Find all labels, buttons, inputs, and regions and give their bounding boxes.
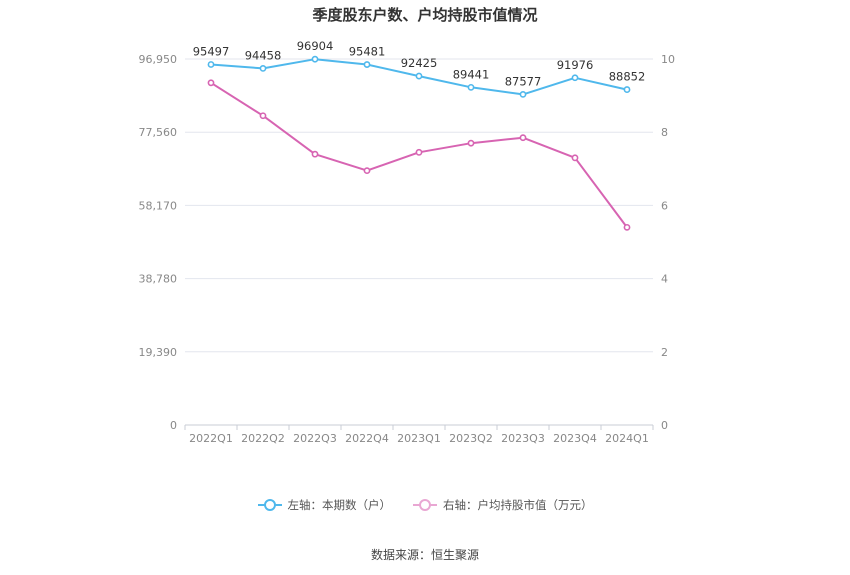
data-label-left: 92425 — [401, 56, 438, 70]
chart-title: 季度股东户数、户均持股市值情况 — [312, 6, 538, 24]
right-axis-tick-label: 0 — [661, 419, 668, 432]
data-label-left: 89441 — [453, 67, 490, 81]
data-label-left: 95497 — [193, 44, 230, 58]
data-point-right — [467, 139, 475, 147]
right-axis-tick-label: 6 — [661, 199, 668, 212]
data-label-left: 94458 — [245, 48, 282, 62]
right-axis-tick-label: 4 — [661, 273, 668, 286]
data-point-right — [259, 112, 267, 120]
data-point-right — [311, 150, 319, 158]
data-point-right — [207, 79, 215, 87]
legend-label-left: 左轴：本期数（户） — [287, 498, 392, 512]
data-point-left — [415, 72, 423, 80]
data-point-left — [467, 83, 475, 91]
data-point-left — [519, 90, 527, 98]
data-label-left: 96904 — [297, 39, 334, 53]
data-point-right — [363, 167, 371, 175]
left-axis-tick-label: 58,170 — [139, 199, 178, 212]
data-label-left: 87577 — [505, 74, 542, 88]
legend-item-left[interactable]: 左轴：本期数（户） — [257, 497, 392, 513]
data-point-left — [259, 65, 267, 72]
data-point-left — [571, 74, 579, 82]
x-axis-tick-label: 2022Q3 — [293, 432, 337, 445]
x-axis-tick-label: 2023Q1 — [397, 432, 441, 445]
x-axis-tick-label: 2022Q4 — [345, 432, 389, 445]
data-label-left: 91976 — [557, 58, 594, 72]
right-axis-tick-label: 2 — [661, 346, 668, 359]
data-label-left: 95481 — [349, 45, 386, 59]
x-axis-tick-label: 2023Q4 — [553, 432, 597, 445]
legend-marker-left-icon — [257, 499, 282, 511]
x-axis-tick-label: 2023Q2 — [449, 432, 493, 445]
right-axis-tick-label: 10 — [661, 53, 675, 66]
data-point-right — [571, 154, 579, 162]
x-axis-tick-label: 2024Q1 — [605, 432, 649, 445]
data-point-left — [207, 61, 215, 68]
x-axis-tick-label: 2022Q1 — [189, 432, 233, 445]
data-source: 数据来源：恒生聚源 — [370, 548, 479, 562]
right-axis-tick-label: 8 — [661, 126, 668, 139]
data-point-left — [311, 55, 319, 63]
left-axis-tick-label: 19,390 — [139, 346, 178, 359]
left-axis-tick-label: 0 — [170, 419, 177, 432]
legend-marker-right-icon — [413, 499, 437, 511]
data-point-left — [623, 86, 631, 93]
data-point-right — [519, 134, 527, 142]
left-axis-tick-label: 96,950 — [139, 53, 178, 66]
data-point-left — [363, 61, 371, 68]
left-axis-tick-label: 38,780 — [139, 273, 178, 286]
data-point-right — [415, 148, 423, 156]
legend-label-right: 右轴：户均持股市值（万元） — [443, 498, 593, 512]
left-axis-tick-label: 77,560 — [139, 126, 178, 139]
data-point-right — [623, 223, 631, 231]
legend: 左轴：本期数（户） 右轴：户均持股市值（万元） — [0, 497, 850, 513]
data-label-left: 88852 — [609, 70, 646, 84]
x-axis-tick-label: 2023Q3 — [501, 432, 545, 445]
x-axis-tick-label: 2022Q2 — [241, 432, 285, 445]
legend-item-right[interactable]: 右轴：户均持股市值（万元） — [413, 497, 593, 513]
